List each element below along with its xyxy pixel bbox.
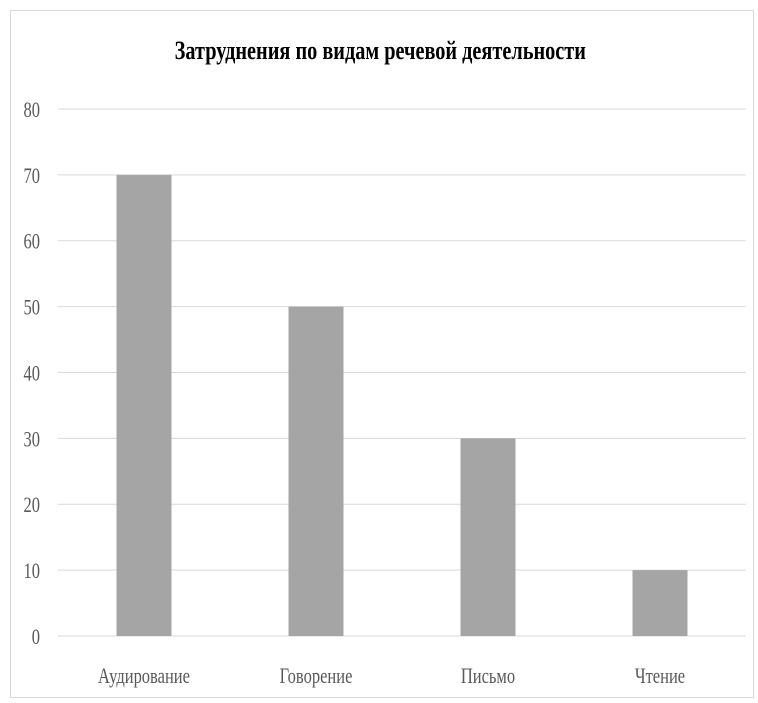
y-tick-label: 70 bbox=[24, 165, 40, 189]
gridlines bbox=[58, 108, 746, 637]
x-axis-ticks: Аудирование Говорение Письмо Чтение bbox=[98, 665, 685, 689]
y-tick-label: 50 bbox=[24, 297, 40, 321]
bar-2 bbox=[288, 306, 344, 636]
y-tick-label: 80 bbox=[24, 99, 40, 123]
y-tick-label: 10 bbox=[24, 560, 40, 584]
bar-4 bbox=[632, 570, 688, 636]
bar-3 bbox=[460, 438, 516, 636]
bars bbox=[116, 174, 688, 636]
y-tick-label: 20 bbox=[24, 494, 40, 518]
y-tick-label: 0 bbox=[32, 626, 40, 650]
x-tick-label: Говорение bbox=[280, 665, 353, 689]
y-axis-ticks: 0 10 20 30 40 50 60 70 80 bbox=[24, 99, 40, 650]
bar-1 bbox=[116, 174, 172, 636]
chart-title: Затруднения по видам речевой деятельност… bbox=[174, 36, 586, 65]
y-tick-label: 60 bbox=[24, 231, 40, 255]
x-tick-label: Чтение bbox=[635, 665, 685, 689]
x-tick-label: Аудирование bbox=[98, 665, 190, 689]
x-tick-label: Письмо bbox=[461, 665, 515, 689]
y-tick-label: 40 bbox=[24, 362, 40, 386]
y-tick-label: 30 bbox=[24, 428, 40, 452]
